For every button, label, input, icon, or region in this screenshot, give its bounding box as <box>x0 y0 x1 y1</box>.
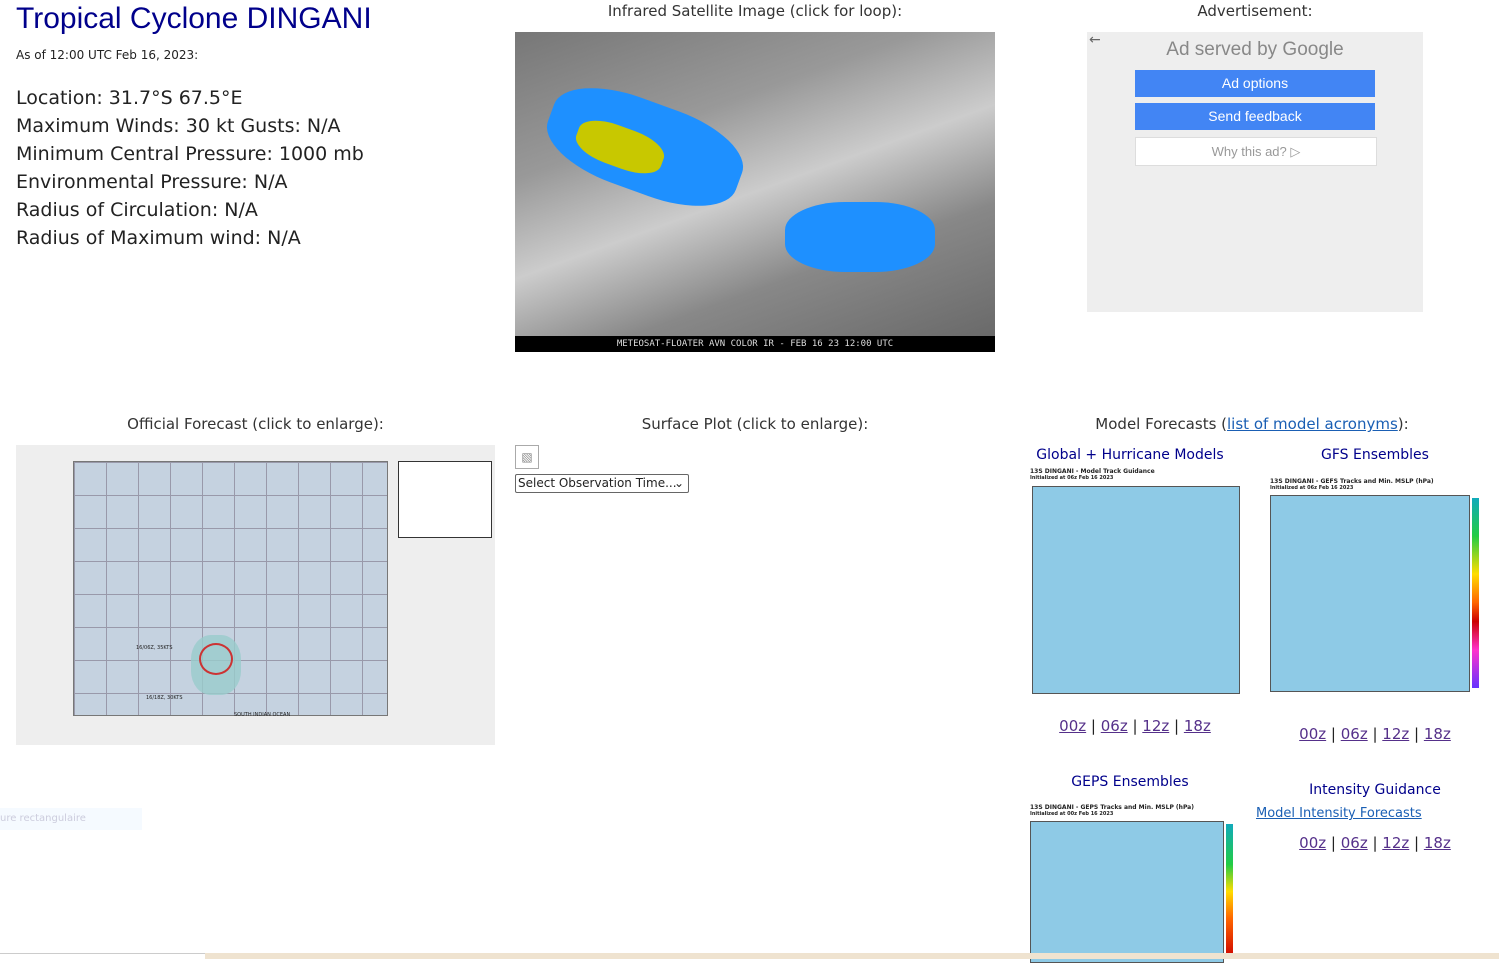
why-this-ad-button[interactable]: Why this ad? ▷ <box>1135 137 1377 166</box>
surface-caption: Surface Plot (click to enlarge): <box>641 415 869 433</box>
time-link-12z[interactable]: 12z <box>1382 725 1410 743</box>
intensity-title: Intensity Guidance <box>1309 782 1441 798</box>
global-models-image[interactable]: 13S DINGANI - Model Track Guidance Initi… <box>1030 468 1240 696</box>
gfs-title: GFS Ensembles <box>1321 447 1429 463</box>
official-forecast-image[interactable]: 16/06Z, 35KTS 16/18Z, 30KTS SOUTH INDIAN… <box>16 445 495 745</box>
ad-box: ← Ad served by Google Ad options Send fe… <box>1087 32 1423 312</box>
official-caption: Official Forecast (click to enlarge): <box>127 415 384 433</box>
time-link-18z[interactable]: 18z <box>1423 834 1451 852</box>
storm-info: Location: 31.7°S 67.5°E Maximum Winds: 3… <box>16 84 364 252</box>
geps-image[interactable]: 13S DINGANI - GEPS Tracks and Min. MSLP … <box>1030 804 1250 963</box>
ad-caption: Advertisement: <box>1197 2 1313 20</box>
location: Location: 31.7°S 67.5°E <box>16 87 243 109</box>
radius-circulation: Radius of Circulation: N/A <box>16 199 258 221</box>
time-link-00z[interactable]: 00z <box>1299 834 1327 852</box>
overlay-tooltip: ure rectangulaire <box>0 808 142 830</box>
broken-image-icon[interactable]: ▧ <box>515 445 539 469</box>
time-link-06z[interactable]: 06z <box>1340 834 1368 852</box>
time-link-00z[interactable]: 00z <box>1299 725 1327 743</box>
global-models-title: Global + Hurricane Models <box>1036 447 1224 463</box>
time-link-12z[interactable]: 12z <box>1142 717 1170 735</box>
model-acronyms-link[interactable]: list of model acronyms <box>1227 415 1398 433</box>
time-link-00z[interactable]: 00z <box>1059 717 1087 735</box>
select-value: Select Observation Time... <box>518 476 677 490</box>
env-pressure: Environmental Pressure: N/A <box>16 171 288 193</box>
satellite-footer: METEOSAT-FLOATER AVN COLOR IR - FEB 16 2… <box>515 336 995 352</box>
time-link-06z[interactable]: 06z <box>1100 717 1128 735</box>
gfs-times: 00z | 06z | 12z | 18z <box>1299 725 1451 743</box>
send-feedback-button[interactable]: Send feedback <box>1135 103 1375 130</box>
observation-time-select[interactable]: Select Observation Time... ⌄ <box>515 474 689 493</box>
time-link-18z[interactable]: 18z <box>1423 725 1451 743</box>
gfs-image[interactable]: 13S DINGANI - GEFS Tracks and Min. MSLP … <box>1270 478 1495 696</box>
radius-max-wind: Radius of Maximum wind: N/A <box>16 227 301 249</box>
forecast-label: 16/18Z, 30KTS <box>146 695 183 701</box>
min-pressure: Minimum Central Pressure: 1000 mb <box>16 143 364 165</box>
page-title: Tropical Cyclone DINGANI <box>16 2 372 35</box>
bottom-bar <box>205 953 1499 959</box>
ad-served-text: Ad served by Google <box>1166 39 1344 60</box>
time-link-18z[interactable]: 18z <box>1183 717 1211 735</box>
intensity-times: 00z | 06z | 12z | 18z <box>1299 834 1451 852</box>
intensity-forecasts-link[interactable]: Model Intensity Forecasts <box>1256 806 1422 821</box>
time-link-06z[interactable]: 06z <box>1340 725 1368 743</box>
back-arrow-icon[interactable]: ← <box>1089 32 1101 48</box>
divider <box>0 953 205 954</box>
geps-title: GEPS Ensembles <box>1071 774 1189 790</box>
chevron-down-icon: ⌄ <box>673 476 684 490</box>
models-caption: Model Forecasts (list of model acronyms)… <box>1095 415 1409 433</box>
ad-options-button[interactable]: Ad options <box>1135 70 1375 97</box>
max-winds: Maximum Winds: 30 kt Gusts: N/A <box>16 115 341 137</box>
satellite-caption: Infrared Satellite Image (click for loop… <box>607 2 903 20</box>
forecast-label: 16/06Z, 35KTS <box>136 645 173 651</box>
satellite-image[interactable]: METEOSAT-FLOATER AVN COLOR IR - FEB 16 2… <box>515 32 995 352</box>
as-of: As of 12:00 UTC Feb 16, 2023: <box>16 48 199 62</box>
time-link-12z[interactable]: 12z <box>1382 834 1410 852</box>
ocean-label: SOUTH INDIAN OCEAN <box>234 712 291 718</box>
global-times: 00z | 06z | 12z | 18z <box>1059 717 1211 735</box>
